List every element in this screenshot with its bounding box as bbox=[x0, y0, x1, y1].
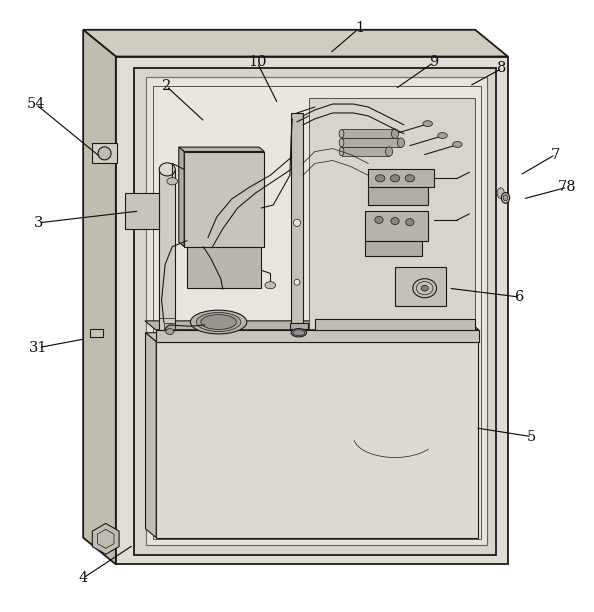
Polygon shape bbox=[187, 247, 261, 288]
Ellipse shape bbox=[339, 130, 344, 138]
Polygon shape bbox=[146, 77, 487, 545]
Polygon shape bbox=[365, 211, 428, 241]
Polygon shape bbox=[291, 113, 303, 329]
Text: 5: 5 bbox=[527, 430, 536, 444]
Text: 54: 54 bbox=[26, 97, 45, 111]
Ellipse shape bbox=[501, 193, 510, 203]
Polygon shape bbox=[145, 321, 479, 330]
Ellipse shape bbox=[386, 147, 393, 156]
Ellipse shape bbox=[391, 217, 399, 225]
Polygon shape bbox=[179, 147, 184, 247]
Polygon shape bbox=[164, 323, 175, 329]
Ellipse shape bbox=[167, 177, 178, 185]
Text: 10: 10 bbox=[248, 56, 267, 69]
Text: 6: 6 bbox=[515, 290, 525, 304]
Polygon shape bbox=[83, 30, 116, 564]
Polygon shape bbox=[156, 341, 478, 538]
Text: 8: 8 bbox=[497, 61, 507, 75]
Polygon shape bbox=[368, 187, 428, 205]
Ellipse shape bbox=[391, 129, 399, 138]
Ellipse shape bbox=[201, 315, 236, 329]
Polygon shape bbox=[342, 147, 389, 156]
Ellipse shape bbox=[339, 138, 344, 147]
Polygon shape bbox=[83, 30, 508, 56]
Polygon shape bbox=[125, 193, 159, 229]
Ellipse shape bbox=[339, 147, 344, 155]
Text: 31: 31 bbox=[29, 341, 48, 354]
Polygon shape bbox=[368, 170, 434, 187]
Polygon shape bbox=[342, 138, 401, 147]
Polygon shape bbox=[90, 329, 103, 337]
Polygon shape bbox=[156, 330, 479, 341]
Polygon shape bbox=[134, 69, 496, 556]
Ellipse shape bbox=[406, 218, 414, 226]
Ellipse shape bbox=[390, 175, 400, 182]
Text: 3: 3 bbox=[34, 216, 43, 230]
Text: 9: 9 bbox=[429, 56, 438, 69]
Ellipse shape bbox=[438, 133, 447, 138]
Ellipse shape bbox=[453, 141, 462, 147]
Ellipse shape bbox=[421, 285, 428, 291]
Ellipse shape bbox=[375, 216, 383, 223]
Polygon shape bbox=[342, 129, 395, 138]
Polygon shape bbox=[290, 323, 308, 329]
Polygon shape bbox=[365, 241, 422, 256]
Polygon shape bbox=[116, 56, 508, 564]
Text: 7: 7 bbox=[551, 147, 560, 162]
Text: 1: 1 bbox=[355, 21, 364, 35]
Polygon shape bbox=[92, 143, 117, 163]
Polygon shape bbox=[315, 319, 475, 330]
Polygon shape bbox=[159, 170, 175, 330]
Ellipse shape bbox=[98, 147, 111, 160]
Ellipse shape bbox=[294, 279, 300, 285]
Text: 2: 2 bbox=[162, 79, 171, 93]
Ellipse shape bbox=[159, 163, 175, 176]
Ellipse shape bbox=[405, 175, 415, 182]
Ellipse shape bbox=[190, 310, 247, 334]
Polygon shape bbox=[309, 98, 475, 329]
Polygon shape bbox=[146, 333, 478, 341]
Text: 4: 4 bbox=[78, 571, 88, 585]
Polygon shape bbox=[202, 321, 235, 330]
Polygon shape bbox=[153, 86, 481, 539]
Ellipse shape bbox=[397, 138, 405, 147]
Ellipse shape bbox=[375, 175, 385, 182]
Ellipse shape bbox=[293, 219, 301, 226]
Ellipse shape bbox=[291, 329, 307, 337]
Polygon shape bbox=[179, 147, 264, 152]
Polygon shape bbox=[146, 333, 156, 538]
Ellipse shape bbox=[293, 330, 305, 336]
Ellipse shape bbox=[265, 282, 276, 289]
Ellipse shape bbox=[497, 188, 504, 198]
Text: 78: 78 bbox=[558, 180, 577, 194]
Ellipse shape bbox=[166, 329, 174, 335]
Ellipse shape bbox=[423, 121, 432, 127]
Ellipse shape bbox=[503, 195, 508, 201]
Polygon shape bbox=[184, 152, 264, 247]
Ellipse shape bbox=[196, 313, 241, 332]
Polygon shape bbox=[395, 267, 446, 306]
